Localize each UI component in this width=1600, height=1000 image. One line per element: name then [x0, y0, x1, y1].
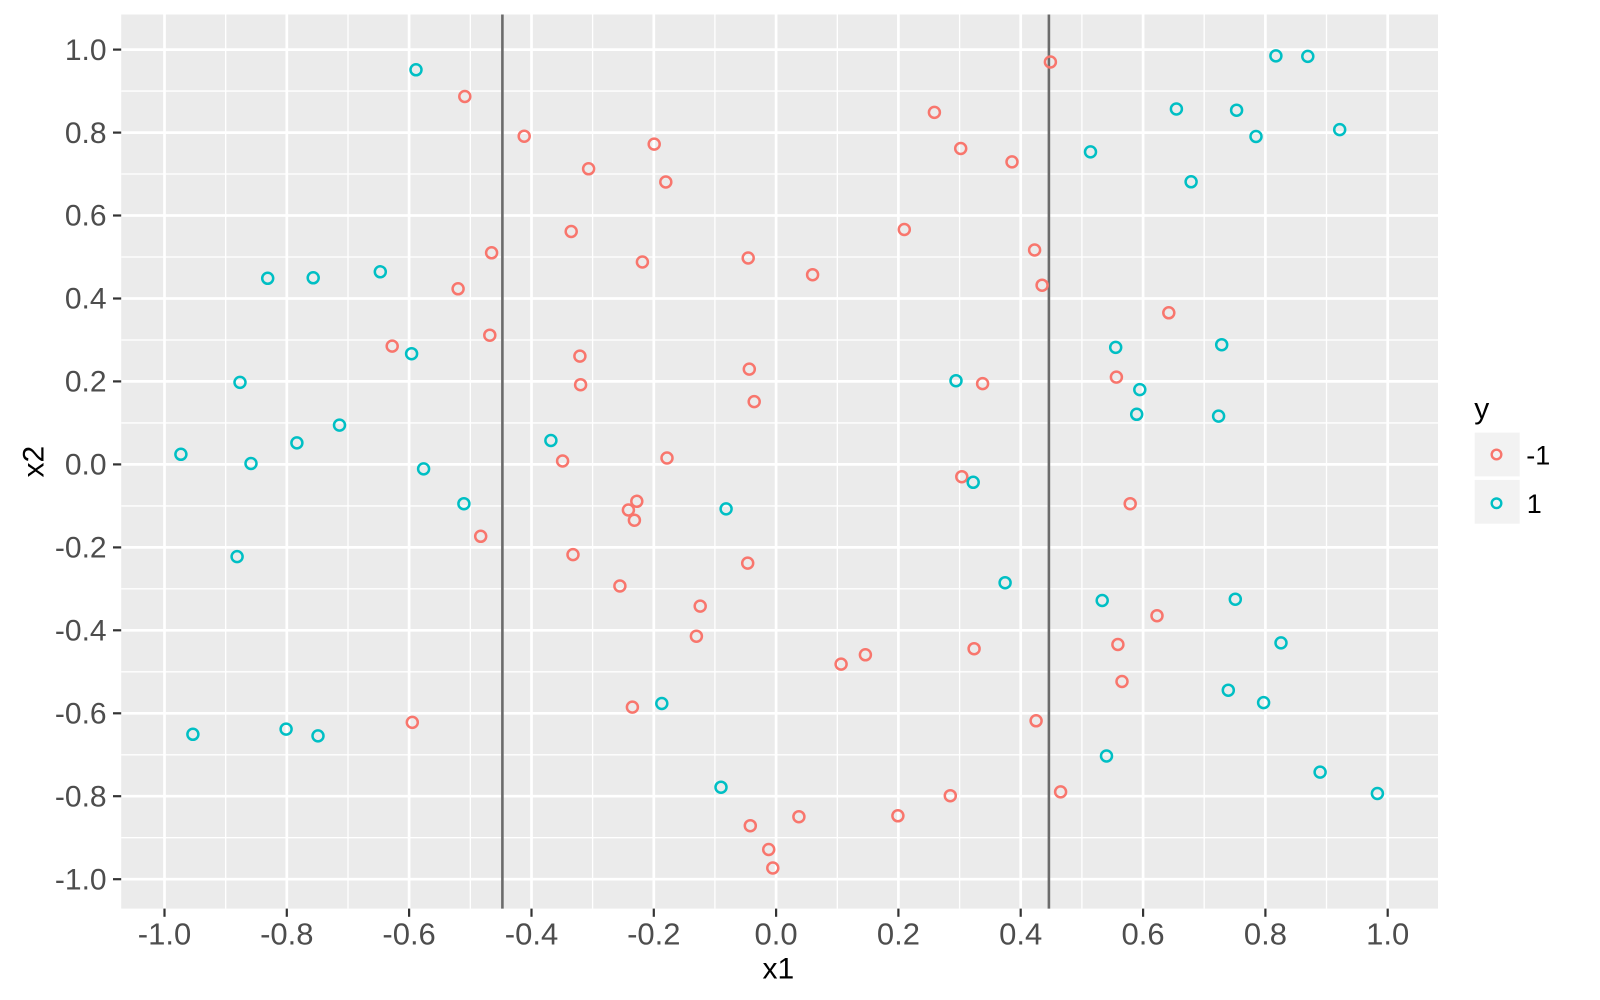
svg-text:-0.4: -0.4 [505, 916, 558, 951]
svg-text:0.4: 0.4 [65, 283, 107, 316]
svg-text:x1: x1 [762, 953, 794, 986]
svg-text:1.0: 1.0 [1366, 916, 1409, 951]
svg-text:0.4: 0.4 [999, 916, 1042, 951]
svg-text:1: 1 [1527, 489, 1542, 519]
svg-text:-1: -1 [1526, 440, 1550, 470]
svg-text:0.8: 0.8 [65, 117, 107, 150]
svg-text:0.0: 0.0 [755, 916, 798, 951]
svg-text:0.2: 0.2 [65, 366, 107, 399]
svg-text:-1.0: -1.0 [138, 916, 191, 951]
svg-text:-0.6: -0.6 [55, 698, 107, 731]
svg-text:x2: x2 [18, 446, 51, 478]
svg-text:-0.2: -0.2 [627, 916, 680, 951]
svg-text:-0.4: -0.4 [55, 615, 107, 648]
svg-text:0.6: 0.6 [1122, 916, 1165, 951]
svg-text:0.2: 0.2 [877, 916, 920, 951]
svg-text:-0.8: -0.8 [260, 916, 313, 951]
svg-text:1.0: 1.0 [65, 34, 107, 67]
svg-text:-1.0: -1.0 [55, 863, 107, 896]
svg-text:y: y [1474, 393, 1489, 426]
svg-text:-0.6: -0.6 [382, 916, 435, 951]
svg-text:0.8: 0.8 [1244, 916, 1287, 951]
svg-text:0.6: 0.6 [65, 200, 107, 233]
svg-text:-0.2: -0.2 [55, 532, 107, 565]
svg-text:0.0: 0.0 [65, 449, 107, 482]
svg-text:-0.8: -0.8 [55, 780, 107, 813]
